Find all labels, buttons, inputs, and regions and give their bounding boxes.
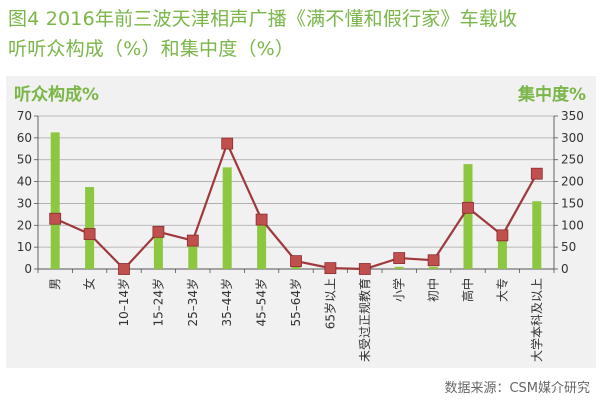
right-tick-label: 50 [561,240,576,254]
category-label: 小学 [391,278,406,302]
line-marker [324,262,337,275]
left-axis-title: 听众构成% [14,84,99,105]
line-marker [83,228,96,240]
line-marker [255,213,268,226]
line-marker [49,212,62,225]
line-marker [152,225,165,238]
line-marker [530,167,543,180]
left-tick-label: 10 [17,240,32,254]
line-marker [393,252,406,264]
bar [50,132,60,269]
category-label: 55–64岁 [288,278,303,327]
bar [153,234,163,269]
right-tick-label: 150 [561,196,584,210]
category-label: 高中 [460,278,475,302]
left-tick-label: 30 [17,196,32,210]
bar [222,167,232,269]
bar [394,266,404,269]
right-tick-label: 250 [561,153,584,167]
left-tick-label: 40 [17,175,32,189]
line-marker [290,255,302,268]
bar [532,201,542,269]
title-line-1: 图4 2016年前三波天津相声广播《满不懂和假行家》车载收 [8,8,518,30]
line-marker [427,254,440,267]
right-tick-label: 300 [561,131,584,145]
line-marker [358,263,371,275]
data-source: 数据来源：CSM媒介研究 [444,381,590,396]
category-label: 初中 [426,278,441,302]
title-line-2: 听听众构成（%）和集中度（%） [8,38,295,60]
left-tick-label: 70 [17,109,32,123]
bar [257,225,267,269]
line-marker [186,234,199,247]
line-marker [118,263,130,275]
line-marker [496,229,509,242]
right-tick-label: 0 [561,262,569,276]
chart-title: 图4 2016年前三波天津相声广播《满不懂和假行家》车载收 听听众构成（%）和集… [8,4,598,64]
category-label: 10–14岁 [116,278,131,327]
bar [463,164,473,269]
category-label: 35–44岁 [219,278,234,327]
left-tick-label: 50 [17,153,32,167]
category-label: 大专 [494,278,509,302]
right-tick-label: 100 [561,218,584,232]
category-label: 15–24岁 [150,278,165,327]
category-label: 65岁以上 [322,278,337,329]
bar [188,240,198,269]
bar [429,266,439,269]
category-label: 大学本科及以上 [529,278,544,362]
left-tick-label: 20 [17,218,32,232]
line-marker [221,137,234,150]
bar [497,238,507,269]
right-axis-title: 集中度% [517,84,586,105]
category-label: 25–34岁 [185,278,200,327]
plot-background [6,76,596,368]
left-tick-label: 0 [24,262,32,276]
right-tick-label: 200 [561,175,584,189]
bar [291,265,301,269]
line-marker [462,201,474,214]
category-label: 男 [48,278,62,290]
bar [85,187,95,269]
category-label: 45–54岁 [254,278,269,327]
category-label: 女 [82,278,97,290]
category-label: 未受过正规教育 [357,278,372,362]
left-tick-label: 60 [17,131,32,145]
right-tick-label: 350 [561,109,584,123]
